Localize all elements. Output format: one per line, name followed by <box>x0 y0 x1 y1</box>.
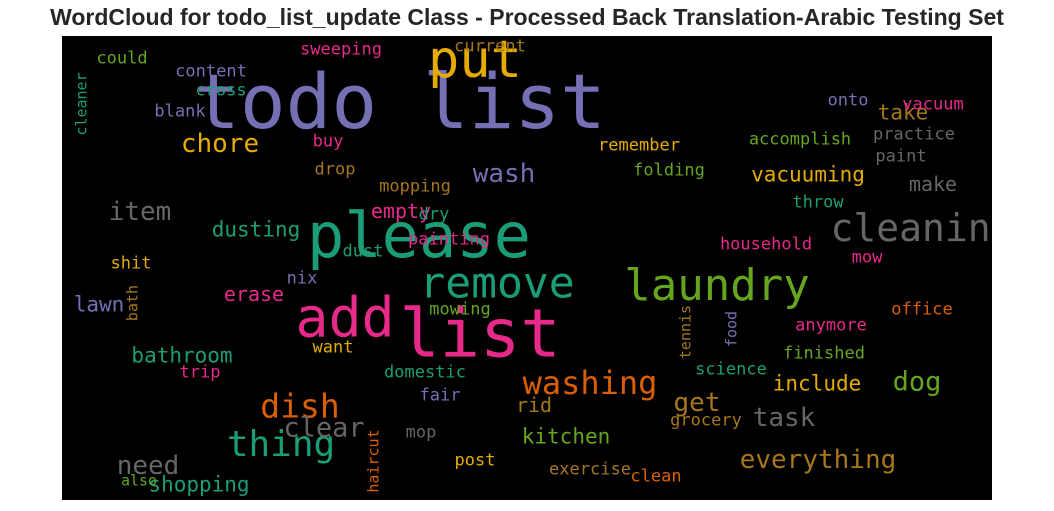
word-clean: clean <box>630 466 682 487</box>
word-want: want <box>312 337 354 358</box>
word-haircut: haircut <box>364 429 383 493</box>
word-need: need <box>116 451 180 481</box>
word-list: list <box>399 294 561 373</box>
word-post: post <box>454 450 496 471</box>
word-wash: wash <box>472 159 536 189</box>
word-buy: buy <box>312 131 344 152</box>
word-painting: painting <box>408 229 490 250</box>
word-shopping: shopping <box>148 472 250 497</box>
word-dish: dish <box>260 386 340 426</box>
word-drop: drop <box>314 159 356 180</box>
word-dry: dry <box>418 204 450 225</box>
word-shit: shit <box>110 253 152 274</box>
word-kitchen: kitchen <box>521 424 611 449</box>
word-washing: washing <box>522 364 658 402</box>
word-could: could <box>96 48 148 69</box>
word-throw: throw <box>792 192 844 213</box>
word-paint: paint <box>875 146 927 167</box>
word-cross: cross <box>195 80 247 101</box>
word-onto: onto <box>827 90 869 111</box>
word-make: make <box>908 172 958 196</box>
word-blank: blank <box>154 101 206 122</box>
word-trip: trip <box>179 362 221 383</box>
word-put: put <box>428 36 522 90</box>
word-mowing: mowing <box>429 299 491 320</box>
word-take: take <box>877 100 929 125</box>
word-include: include <box>772 371 862 396</box>
word-please: please <box>307 199 531 272</box>
word-household: household <box>719 234 813 255</box>
word-finished: finished <box>783 343 865 364</box>
word-task: task <box>752 403 816 433</box>
word-chore: chore <box>180 129 260 159</box>
word-mop: mop <box>405 422 437 443</box>
word-dust: dust <box>342 241 384 262</box>
word-accomplish: accomplish <box>748 129 852 150</box>
word-content: content <box>175 61 247 82</box>
word-vacuuming: vacuuming <box>751 162 865 187</box>
word-remove: remove <box>419 258 575 309</box>
chart-title: WordCloud for todo_list_update Class - P… <box>50 4 1004 30</box>
word-rid: rid <box>515 393 553 417</box>
word-todo-list: todo list <box>194 57 606 146</box>
word-laundry: laundry <box>624 260 810 311</box>
word-vacuum: vacuum <box>902 94 964 115</box>
word-add: add <box>295 285 395 350</box>
word-cleaner: cleaner <box>72 72 91 136</box>
word-current: current <box>454 36 526 57</box>
word-exercise: exercise <box>549 459 631 480</box>
word-lawn: lawn <box>73 292 125 317</box>
word-grocery: grocery <box>670 410 742 431</box>
word-tennis: tennis <box>676 304 695 360</box>
word-dog: dog <box>892 366 942 398</box>
word-everything: everything <box>739 445 897 475</box>
word-fair: fair <box>419 385 461 406</box>
word-get: get <box>673 388 721 418</box>
word-food: food <box>722 310 741 348</box>
word-item: item <box>108 197 172 227</box>
word-cleaning: cleaning <box>830 206 992 250</box>
word-erase: erase <box>223 282 285 306</box>
word-bathroom: bathroom <box>131 343 233 368</box>
word-dusting: dusting <box>211 217 301 242</box>
word-mow: mow <box>851 247 883 268</box>
wordcloud-canvas: todo list list please add put laundry remove cl… <box>62 36 992 500</box>
word-bath: bath <box>123 284 142 322</box>
word-anymore: anymore <box>795 315 867 336</box>
word-empty: empty <box>370 199 432 223</box>
word-nix: nix <box>286 268 318 289</box>
word-also: also <box>120 471 158 490</box>
word-office: office <box>891 299 953 320</box>
word-thing: thing <box>226 424 336 465</box>
word-clear: clear <box>283 412 365 444</box>
word-science: science <box>695 359 767 380</box>
word-remember: remember <box>598 135 680 156</box>
word-folding: folding <box>633 160 705 181</box>
word-sweeping: sweeping <box>300 39 382 60</box>
word-domestic: domestic <box>384 362 466 383</box>
word-mopping: mopping <box>379 176 451 197</box>
word-practice: practice <box>873 124 955 145</box>
